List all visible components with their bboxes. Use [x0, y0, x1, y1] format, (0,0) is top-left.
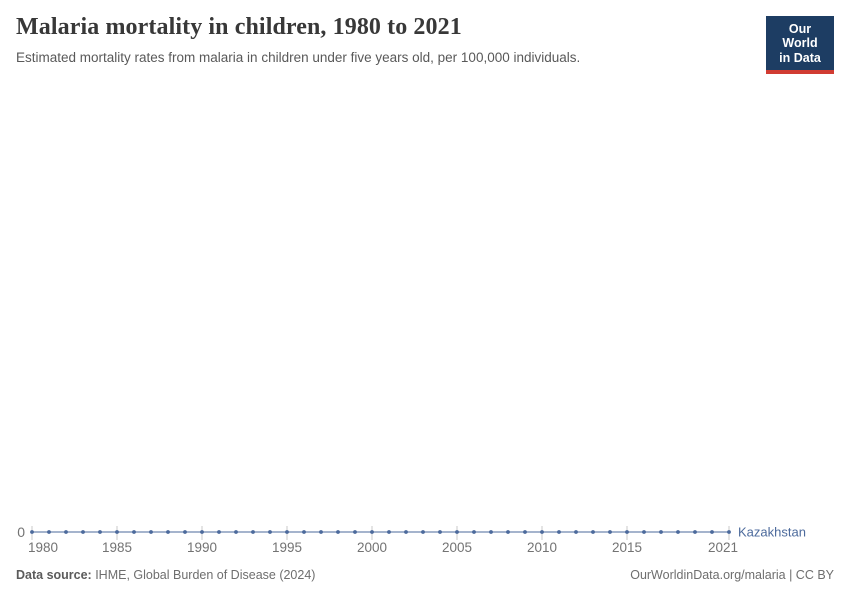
x-axis-tick-label: 2005	[442, 540, 472, 555]
x-axis-tick-label: 2010	[527, 540, 557, 555]
owid-logo: Our World in Data	[766, 16, 834, 75]
data-point-marker[interactable]	[200, 530, 204, 534]
data-point-marker[interactable]	[557, 530, 561, 534]
page-title: Malaria mortality in children, 1980 to 2…	[16, 14, 462, 40]
data-point-marker[interactable]	[438, 530, 442, 534]
data-point-marker[interactable]	[727, 530, 731, 534]
data-point-marker[interactable]	[166, 530, 170, 534]
data-point-marker[interactable]	[370, 530, 374, 534]
data-point-marker[interactable]	[30, 530, 34, 534]
data-source-label: Data source:	[16, 568, 92, 582]
data-point-marker[interactable]	[540, 530, 544, 534]
data-point-marker[interactable]	[710, 530, 714, 534]
owid-logo-line2: in Data	[779, 50, 821, 65]
data-point-marker[interactable]	[659, 530, 663, 534]
x-axis-tick-label: 2021	[708, 540, 738, 555]
data-point-marker[interactable]	[268, 530, 272, 534]
data-point-marker[interactable]	[336, 530, 340, 534]
series-label-kazakhstan[interactable]: Kazakhstan	[738, 525, 806, 540]
data-point-marker[interactable]	[115, 530, 119, 534]
data-point-marker[interactable]	[625, 530, 629, 534]
y-axis-tick-label: 0	[17, 524, 25, 540]
data-point-marker[interactable]	[523, 530, 527, 534]
data-point-marker[interactable]	[217, 530, 221, 534]
x-axis-tick-label: 1985	[102, 540, 132, 555]
data-point-marker[interactable]	[472, 530, 476, 534]
chart-header: Malaria mortality in children, 1980 to 2…	[16, 14, 834, 75]
chart-footer: Data source: IHME, Global Burden of Dise…	[16, 568, 834, 582]
chart-subtitle: Estimated mortality rates from malaria i…	[16, 50, 581, 65]
data-source-note: Data source: IHME, Global Burden of Dise…	[16, 568, 315, 582]
data-point-marker[interactable]	[404, 530, 408, 534]
data-point-marker[interactable]	[132, 530, 136, 534]
data-point-marker[interactable]	[234, 530, 238, 534]
x-axis-tick-label: 2000	[357, 540, 387, 555]
data-point-marker[interactable]	[489, 530, 493, 534]
data-point-marker[interactable]	[455, 530, 459, 534]
data-point-marker[interactable]	[574, 530, 578, 534]
data-point-marker[interactable]	[693, 530, 697, 534]
data-point-marker[interactable]	[608, 530, 612, 534]
data-point-marker[interactable]	[98, 530, 102, 534]
data-point-marker[interactable]	[319, 530, 323, 534]
data-point-marker[interactable]	[353, 530, 357, 534]
data-point-marker[interactable]	[387, 530, 391, 534]
data-point-marker[interactable]	[676, 530, 680, 534]
credit-link[interactable]: OurWorldinData.org/malaria | CC BY	[630, 568, 834, 582]
x-axis-tick-label: 1990	[187, 540, 217, 555]
data-point-marker[interactable]	[591, 530, 595, 534]
data-source-text: IHME, Global Burden of Disease (2024)	[91, 568, 316, 582]
data-point-marker[interactable]	[506, 530, 510, 534]
x-axis-tick-label: 1995	[272, 540, 302, 555]
owid-logo-line1: Our World	[782, 22, 818, 51]
data-point-marker[interactable]	[81, 530, 85, 534]
data-point-marker[interactable]	[149, 530, 153, 534]
x-axis-tick-label: 2015	[612, 540, 642, 555]
data-point-marker[interactable]	[302, 530, 306, 534]
data-point-marker[interactable]	[64, 530, 68, 534]
data-point-marker[interactable]	[47, 530, 51, 534]
data-point-marker[interactable]	[251, 530, 255, 534]
data-point-marker[interactable]	[421, 530, 425, 534]
data-point-marker[interactable]	[285, 530, 289, 534]
data-point-marker[interactable]	[183, 530, 187, 534]
x-axis-tick-label: 1980	[28, 540, 58, 555]
data-point-marker[interactable]	[642, 530, 646, 534]
